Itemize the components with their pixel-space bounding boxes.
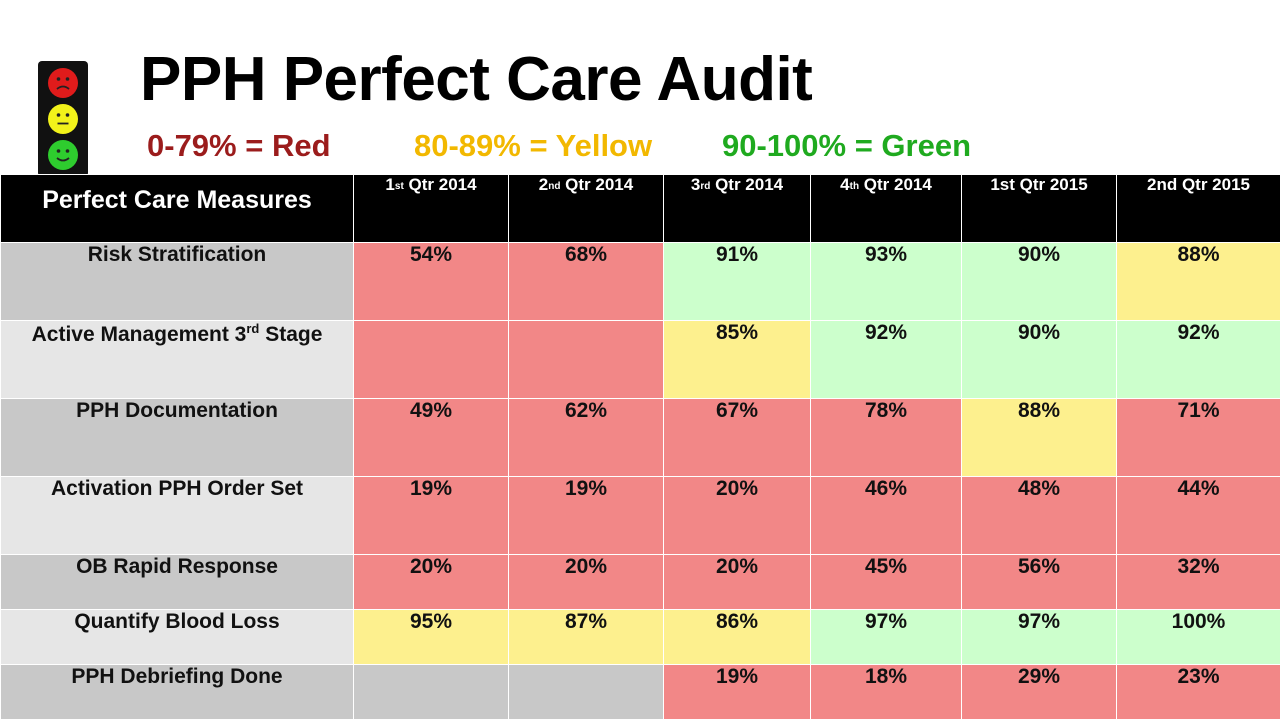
table-cell: 44% [1116,476,1280,555]
table-row: Active Management 3rd Stage 85% 92% 90% … [0,320,1280,399]
table-cell: 23% [1116,664,1280,720]
table-cell: 97% [810,609,962,665]
table-cell: 91% [663,242,811,321]
table-cell: 20% [508,554,664,610]
table-cell: 67% [663,398,811,477]
table-cell: 97% [961,609,1117,665]
table-cell: 20% [663,554,811,610]
header-q1-2015: 1st Qtr 2015 [961,174,1117,243]
table-cell: 88% [961,398,1117,477]
table-cell: 20% [353,554,509,610]
table-cell: 86% [663,609,811,665]
row-label: Risk Stratification [0,242,354,321]
table-row: PPH Debriefing Done 19% 18% 29% 23% [0,664,1280,720]
smiling-face-icon [48,140,78,170]
table-cell: 45% [810,554,962,610]
table-cell: 19% [508,476,664,555]
table-row: PPH Documentation 49% 62% 67% 78% 88% 71… [0,398,1280,477]
table-header-row: Perfect Care Measures 1st Qtr 2014 2nd Q… [0,174,1280,243]
table-cell: 68% [508,242,664,321]
page-title: PPH Perfect Care Audit [140,45,813,114]
legend-green: 90-100% = Green [722,128,972,163]
table-cell: 95% [353,609,509,665]
table-cell: 87% [508,609,664,665]
table-cell: 92% [1116,320,1280,399]
table-cell [353,320,509,399]
legend-red: 0-79% = Red [147,128,331,163]
table-cell: 71% [1116,398,1280,477]
table-cell: 18% [810,664,962,720]
table-cell: 29% [961,664,1117,720]
row-label: Active Management 3rd Stage [0,320,354,399]
row-label: Quantify Blood Loss [0,609,354,665]
table-row: Risk Stratification 54% 68% 91% 93% 90% … [0,242,1280,321]
header-q2-2015: 2nd Qtr 2015 [1116,174,1280,243]
row-label: OB Rapid Response [0,554,354,610]
row-label: PPH Documentation [0,398,354,477]
table-cell: 90% [961,242,1117,321]
audit-table: Perfect Care Measures 1st Qtr 2014 2nd Q… [0,174,1280,720]
table-cell: 92% [810,320,962,399]
neutral-face-icon [48,104,78,134]
table-cell: 85% [663,320,811,399]
table-cell: 46% [810,476,962,555]
table-cell: 78% [810,398,962,477]
table-cell: 20% [663,476,811,555]
header-measures: Perfect Care Measures [0,174,354,243]
table-cell: 62% [508,398,664,477]
legend-yellow: 80-89% = Yellow [414,128,653,163]
table-row: Activation PPH Order Set 19% 19% 20% 46%… [0,476,1280,555]
table-cell: 100% [1116,609,1280,665]
row-label: Activation PPH Order Set [0,476,354,555]
table-cell [353,664,509,720]
table-cell [508,320,664,399]
table-cell: 19% [353,476,509,555]
table-cell: 32% [1116,554,1280,610]
frowning-face-icon [48,68,78,98]
header-q4-2014: 4th Qtr 2014 [810,174,962,243]
table-cell: 56% [961,554,1117,610]
row-label: PPH Debriefing Done [0,664,354,720]
table-cell: 88% [1116,242,1280,321]
traffic-light-icon [38,61,88,177]
table-cell: 54% [353,242,509,321]
header-q3-2014: 3rd Qtr 2014 [663,174,811,243]
table-cell: 19% [663,664,811,720]
table-row: Quantify Blood Loss 95% 87% 86% 97% 97% … [0,609,1280,665]
header-q2-2014: 2nd Qtr 2014 [508,174,664,243]
header-q1-2014: 1st Qtr 2014 [353,174,509,243]
table-cell: 48% [961,476,1117,555]
table-row: OB Rapid Response 20% 20% 20% 45% 56% 32… [0,554,1280,610]
table-cell: 93% [810,242,962,321]
table-cell [508,664,664,720]
table-cell: 90% [961,320,1117,399]
table-cell: 49% [353,398,509,477]
